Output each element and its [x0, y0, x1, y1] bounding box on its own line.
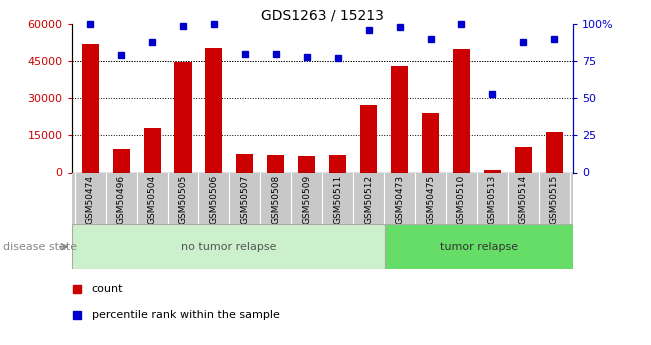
Text: GSM50508: GSM50508: [271, 175, 281, 224]
Bar: [360, 105, 377, 172]
Text: GSM50510: GSM50510: [457, 175, 466, 224]
Text: GSM50512: GSM50512: [364, 175, 373, 224]
Text: GSM50474: GSM50474: [86, 175, 94, 224]
Text: GSM50504: GSM50504: [148, 175, 156, 224]
Text: GSM50506: GSM50506: [210, 175, 219, 224]
Title: GDS1263 / 15213: GDS1263 / 15213: [261, 9, 383, 23]
Bar: [144, 128, 161, 172]
Bar: [81, 44, 99, 172]
Text: GSM50515: GSM50515: [550, 175, 559, 224]
Bar: [298, 156, 315, 172]
Bar: [484, 170, 501, 172]
Bar: [236, 154, 253, 172]
Text: GSM50514: GSM50514: [519, 175, 528, 224]
Text: no tumor relapse: no tumor relapse: [180, 242, 276, 252]
Bar: [422, 113, 439, 172]
Text: GSM50507: GSM50507: [240, 175, 249, 224]
Bar: [329, 155, 346, 172]
Text: tumor relapse: tumor relapse: [440, 242, 518, 252]
Text: GSM50513: GSM50513: [488, 175, 497, 224]
Bar: [453, 49, 470, 172]
Bar: [268, 155, 284, 172]
Text: GSM50475: GSM50475: [426, 175, 435, 224]
Bar: [391, 66, 408, 172]
Text: GSM50496: GSM50496: [117, 175, 126, 224]
Text: GSM50473: GSM50473: [395, 175, 404, 224]
Bar: [515, 147, 532, 172]
Text: percentile rank within the sample: percentile rank within the sample: [92, 310, 279, 320]
Bar: [385, 224, 573, 269]
Bar: [174, 62, 191, 172]
Text: GSM50511: GSM50511: [333, 175, 342, 224]
Bar: [206, 48, 223, 172]
Bar: [72, 224, 385, 269]
Text: disease state: disease state: [3, 242, 77, 252]
Bar: [546, 132, 563, 172]
Text: GSM50505: GSM50505: [178, 175, 187, 224]
Text: GSM50509: GSM50509: [302, 175, 311, 224]
Text: count: count: [92, 284, 123, 294]
Bar: [113, 149, 130, 172]
